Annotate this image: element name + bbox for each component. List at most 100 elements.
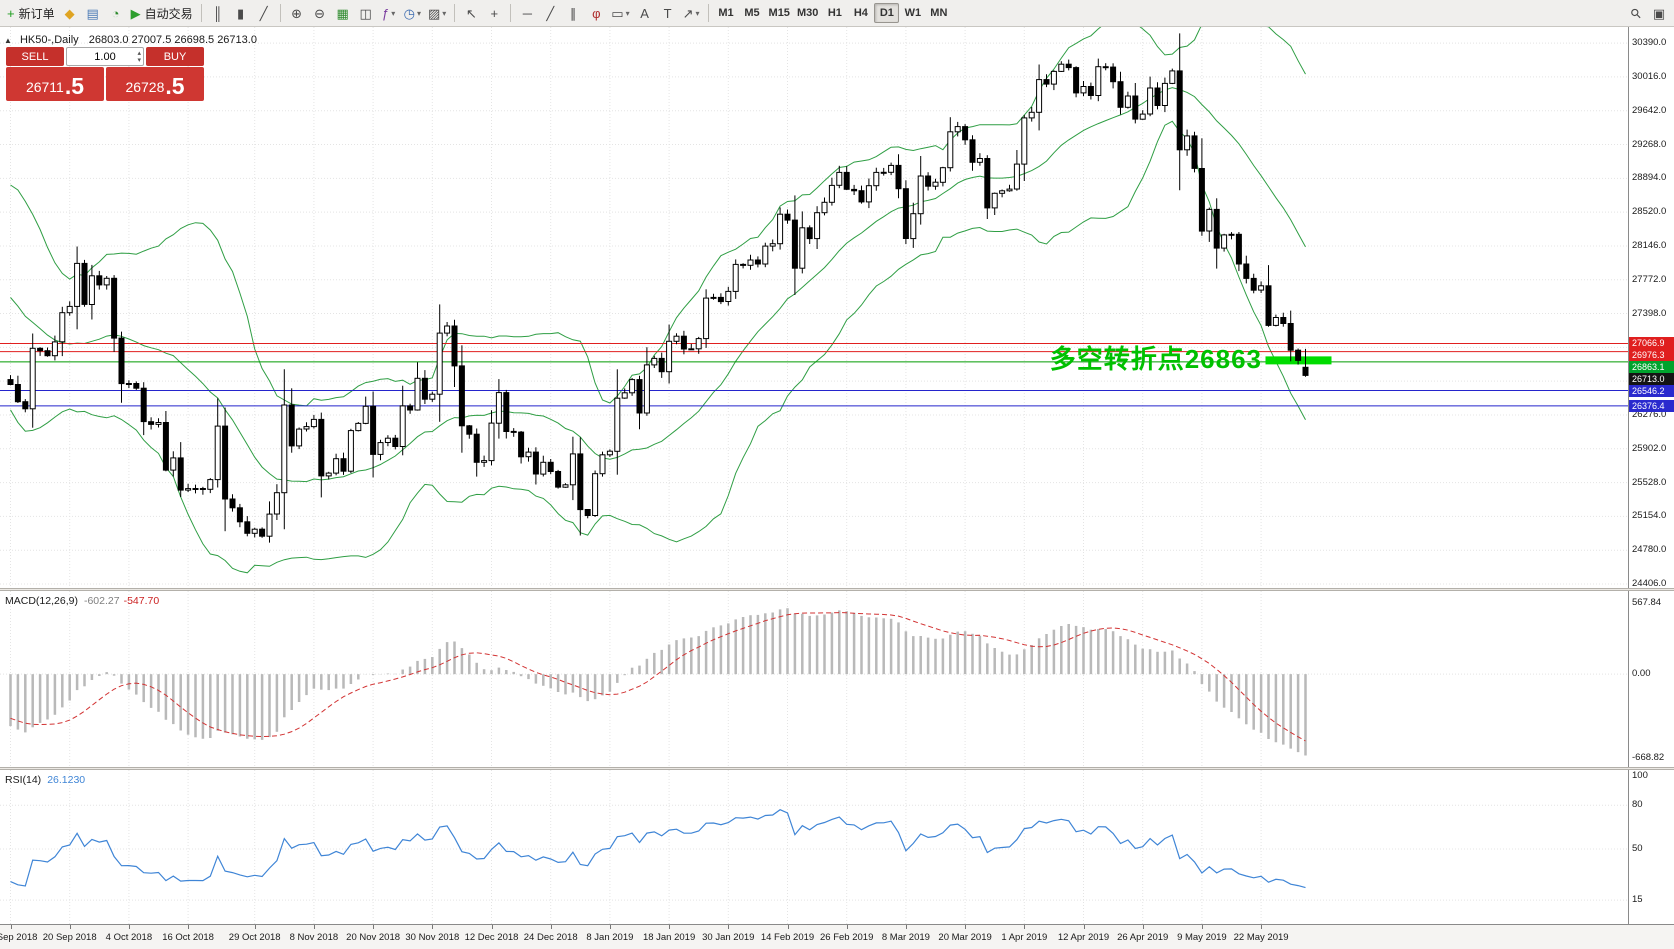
- date-tick: [432, 925, 434, 929]
- date-label: 22 May 2019: [1233, 932, 1289, 943]
- text-label-icon[interactable]: T: [657, 2, 679, 24]
- main-toolbar: + 新订单 ◆ ▤ ◔ ▶ 自动交易 ║ ▮ ╱ ⊕ ⊖ ▦ ◫ ƒ ▾ ◷ ▾ ▨ ▾ ↖ + ─ ╱ ∥ φ ▭ ▾ A T ↗ ▾ M1 M…: [0, 0, 1674, 27]
- timeframe-m1[interactable]: M1: [718, 7, 734, 19]
- sell-button[interactable]: SELL: [6, 47, 64, 66]
- fibonacci-icon: φ: [592, 5, 601, 21]
- volume-input[interactable]: 1.00 ▴ ▾: [66, 47, 144, 66]
- candlestick-chart-icon[interactable]: ▮: [230, 2, 252, 24]
- arrow-tools-icon[interactable]: ↗ ▾: [680, 2, 703, 24]
- timeframe-w1[interactable]: W1: [904, 7, 922, 19]
- grid-icon[interactable]: ▦: [332, 2, 354, 24]
- line-chart-icon[interactable]: ╱: [253, 2, 275, 24]
- price-axis[interactable]: 30390.0 30016.0 29642.0 29268.0 28894.0 28520…: [1628, 27, 1674, 924]
- date-label: 20 Mar 2019: [938, 932, 992, 943]
- crosshair-icon: +: [490, 5, 499, 21]
- date-label: 12 Dec 2018: [464, 932, 519, 943]
- axis-tick-label: 567.84: [1632, 597, 1662, 608]
- buy-price-frac: .5: [165, 73, 185, 99]
- autotrading-button[interactable]: ▶ 自动交易: [128, 2, 196, 24]
- window-layout-icon[interactable]: ▣: [1648, 2, 1670, 24]
- axis-tick-label: 25528.0: [1632, 476, 1667, 488]
- market-watch-icon[interactable]: ▤: [82, 2, 104, 24]
- macd-panel-label: MACD(12,26,9) -602.27 -547.70: [5, 595, 159, 607]
- date-label: 10 Sep 2018: [0, 932, 38, 943]
- date-tick: [491, 925, 493, 929]
- volume-up-icon[interactable]: ▴: [137, 50, 141, 57]
- toolbar-separator: [510, 4, 512, 22]
- zoom-out-icon[interactable]: ⊖: [309, 2, 331, 24]
- volume-down-icon[interactable]: ▾: [137, 57, 141, 64]
- time-axis[interactable]: 10 Sep 2018 20 Sep 2018 4 Oct 2018 16 Oct 2…: [0, 924, 1674, 949]
- toolbar-separator: [279, 4, 281, 22]
- bar-chart-icon[interactable]: ║: [207, 2, 229, 24]
- equidistant-channel-icon[interactable]: ∥: [562, 2, 584, 24]
- tile-windows-icon: ◫: [359, 5, 372, 21]
- chevron-down-icon: ▾: [391, 8, 396, 18]
- text-icon[interactable]: A: [634, 2, 656, 24]
- fibonacci-icon[interactable]: φ: [585, 2, 607, 24]
- new-order-button[interactable]: + 新订单: [4, 2, 58, 24]
- timeframe-d1[interactable]: D1: [874, 3, 900, 23]
- horizontal-line-icon[interactable]: ─: [516, 2, 538, 24]
- history-center-icon[interactable]: ◔: [105, 2, 127, 24]
- trendline-icon: ╱: [546, 5, 555, 21]
- sell-price-display[interactable]: 26711.5: [6, 67, 104, 101]
- timeframe-h1[interactable]: H1: [827, 7, 842, 19]
- zoom-in-icon[interactable]: ⊕: [286, 2, 308, 24]
- date-label: 9 May 2019: [1177, 932, 1227, 943]
- autotrading-button: ▶: [130, 5, 141, 21]
- search-icon[interactable]: ⚲: [1625, 2, 1647, 24]
- price-level-tag: 27066.9: [1629, 337, 1674, 350]
- rsi-indicator-canvas[interactable]: [0, 770, 1628, 924]
- templates-icon[interactable]: ▨ ▾: [425, 2, 449, 24]
- date-tick: [128, 925, 130, 929]
- timeframe-m30[interactable]: M30: [796, 7, 819, 19]
- periods-icon[interactable]: ◷ ▾: [401, 2, 424, 24]
- cursor-icon[interactable]: ↖: [460, 2, 482, 24]
- chevron-down-icon: ▾: [416, 8, 421, 18]
- date-label: 12 Apr 2019: [1057, 932, 1110, 943]
- date-label: 20 Nov 2018: [346, 932, 401, 943]
- macd-indicator-canvas[interactable]: [0, 591, 1628, 767]
- axis-tick-label: 30016.0: [1632, 70, 1667, 82]
- axis-tick-label: 29642.0: [1632, 104, 1667, 116]
- chart-profiles-icon[interactable]: ◆: [59, 2, 81, 24]
- date-tick: [609, 925, 611, 929]
- buy-button[interactable]: BUY: [146, 47, 204, 66]
- pane-separator[interactable]: [0, 588, 1674, 591]
- timeframe-mn[interactable]: MN: [930, 7, 948, 19]
- rsi-value: 26.1230: [47, 774, 86, 786]
- axis-tick-label: 25154.0: [1632, 510, 1667, 522]
- chart-plot-region[interactable]: ▲ HK50-,Daily 26803.0 27007.5 26698.5 26…: [0, 27, 1628, 924]
- axis-tick-label: 24406.0: [1632, 578, 1667, 590]
- buy-price-display[interactable]: 26728.5: [106, 67, 204, 101]
- one-click-trading-panel: SELL 1.00 ▴ ▾ BUY 26711.5 26728.5: [6, 47, 204, 101]
- timeframe-m5[interactable]: M5: [744, 7, 760, 19]
- date-label: 1 Apr 2019: [1001, 932, 1048, 943]
- shapes-icon[interactable]: ▭ ▾: [608, 2, 632, 24]
- equidistant-channel-icon: ∥: [570, 5, 577, 21]
- tile-windows-icon[interactable]: ◫: [355, 2, 377, 24]
- trendline-icon[interactable]: ╱: [539, 2, 561, 24]
- collapse-trade-panel-icon[interactable]: ▲: [4, 36, 12, 45]
- autotrading-button-label: 自动交易: [144, 6, 193, 21]
- pane-separator[interactable]: [0, 767, 1674, 770]
- toolbar-separator: [454, 4, 456, 22]
- macd-name: MACD(12,26,9): [5, 595, 78, 607]
- volume-spinner[interactable]: ▴ ▾: [137, 50, 141, 64]
- toolbar-separator: [200, 4, 202, 22]
- price-level-tag: 26376.4: [1629, 399, 1674, 412]
- crosshair-icon[interactable]: +: [483, 2, 505, 24]
- arrow-tools-icon: ↗: [682, 5, 694, 21]
- timeframe-m15[interactable]: M15: [768, 7, 790, 19]
- candlestick-chart-icon: ▮: [237, 5, 245, 21]
- price-chart-canvas[interactable]: [0, 27, 1628, 588]
- price-level-tag: 26863.1: [1629, 361, 1674, 374]
- chart-ohlc-header: ▲ HK50-,Daily 26803.0 27007.5 26698.5 26…: [4, 34, 257, 46]
- zoom-out-icon: ⊖: [314, 5, 326, 21]
- rsi-panel-label: RSI(14) 26.1230: [5, 774, 85, 786]
- indicators-icon[interactable]: ƒ ▾: [378, 2, 400, 24]
- timeframe-h4[interactable]: H4: [853, 7, 868, 19]
- date-tick: [69, 925, 71, 929]
- text-icon: A: [640, 5, 649, 21]
